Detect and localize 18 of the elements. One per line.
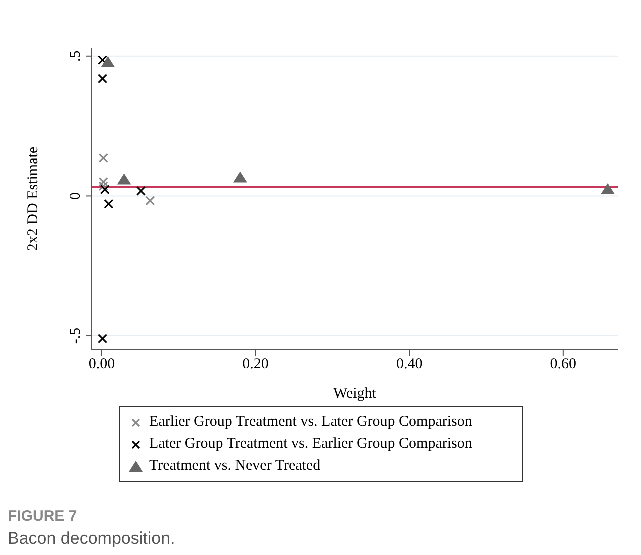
y-tick-label: 0 — [68, 192, 84, 200]
x-axis-title: Weight — [334, 386, 378, 402]
y-tick-label: .5 — [68, 50, 84, 62]
point — [117, 174, 132, 185]
legend-label: Earlier Group Treatment vs. Later Group Comparison — [150, 413, 472, 432]
legend-label: Treatment vs. Never Treated — [150, 457, 321, 476]
caption: FIGURE 7 — [8, 508, 78, 525]
y-axis-title: 2x2 DD Estimate — [25, 146, 42, 252]
point — [233, 172, 248, 183]
y-tick-label: -.5 — [68, 328, 84, 344]
x-tick-label: 0.40 — [396, 356, 423, 373]
legend-label: Later Group Treatment vs. Earlier Group Comparison — [150, 435, 472, 454]
point — [101, 56, 116, 68]
x-tick-label: 0.60 — [550, 356, 577, 373]
point — [601, 183, 616, 194]
x-tick-label: 0.20 — [242, 356, 269, 373]
x-tick-label: 0.00 — [88, 356, 116, 373]
text: Bacon decomposition. — [8, 529, 176, 549]
